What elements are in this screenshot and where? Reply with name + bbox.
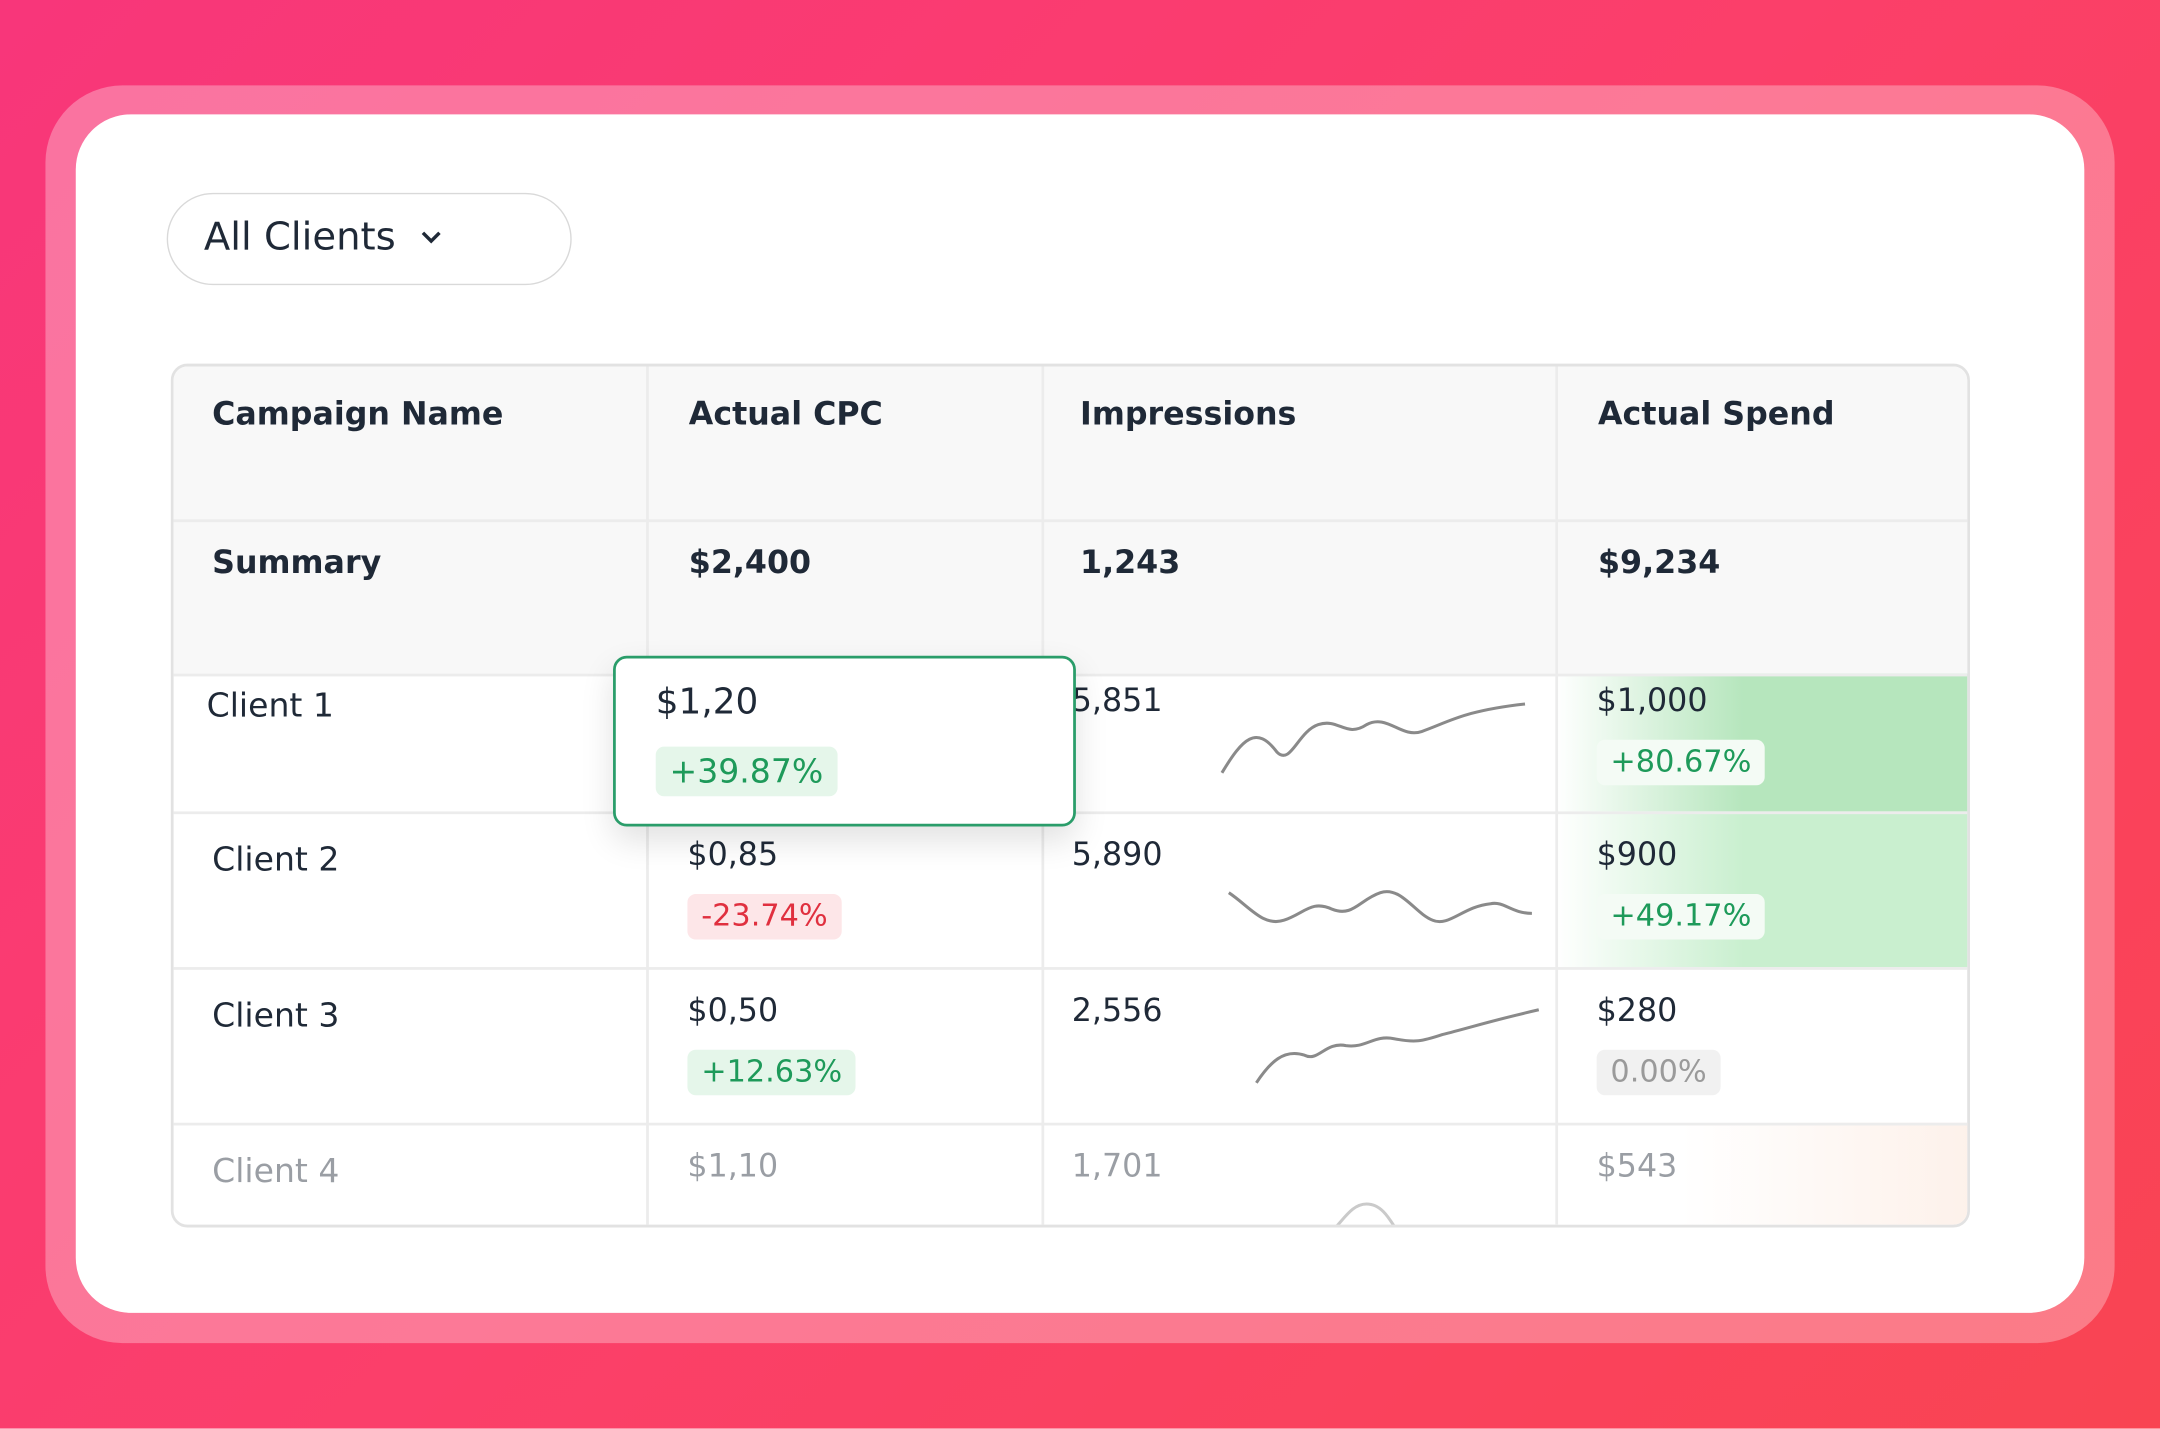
sparkline-path	[1220, 702, 1526, 774]
spend-highlight	[1555, 673, 1968, 812]
column-divider	[1555, 366, 1559, 1225]
sparkline	[1227, 890, 1532, 924]
sparkline	[1220, 702, 1526, 774]
column-header[interactable]: Actual Spend	[1598, 396, 1835, 433]
summary-cell: $2,400	[688, 545, 812, 582]
summary-cell: 1,243	[1080, 545, 1181, 582]
cpc-change: +39.87%	[655, 746, 838, 797]
cpc-change: +12.63%	[687, 1049, 856, 1096]
summary-cell: $9,234	[1598, 545, 1721, 582]
column-header[interactable]: Actual CPC	[688, 396, 883, 433]
row-divider	[173, 1122, 1968, 1126]
filter-label: All Clients	[203, 213, 396, 259]
cpc-value: $1,20	[655, 681, 759, 724]
client-filter[interactable]: All Clients	[166, 192, 572, 286]
spend-value: $280	[1596, 993, 1678, 1030]
sparkline-path	[1255, 1008, 1540, 1084]
sparkline	[1255, 1008, 1540, 1084]
client-name: Client 3	[212, 996, 340, 1035]
client-name: Client 4	[212, 1151, 340, 1191]
cpc-value: $0,85	[687, 837, 779, 874]
summary-cell: Summary	[212, 545, 382, 582]
cpc-value: $0,50	[687, 993, 779, 1030]
row-divider	[173, 967, 1968, 970]
column-header[interactable]: Impressions	[1080, 396, 1297, 433]
impressions-value: 5,890	[1071, 837, 1163, 874]
focused-cell[interactable]: $1,20 +39.87%	[613, 655, 1076, 827]
row-divider	[173, 519, 1968, 523]
client-name: Client 2	[212, 840, 340, 879]
cpc-change: -23.74%	[687, 894, 842, 940]
client-name: Client 1	[206, 686, 334, 725]
spend-highlight	[1555, 811, 1968, 968]
cpc-value: $1,10	[687, 1148, 779, 1185]
sparkline	[1335, 1202, 1396, 1225]
sparkline-path	[1227, 890, 1532, 924]
column-header[interactable]: Campaign Name	[212, 396, 504, 433]
chevron-icon	[421, 231, 441, 244]
spend-change: 0.00%	[1596, 1049, 1721, 1096]
spend-highlight	[1555, 1122, 1968, 1225]
impressions-value: 5,851	[1071, 683, 1163, 720]
sparkline-path	[1335, 1202, 1396, 1225]
impressions-value: 2,556	[1071, 993, 1163, 1030]
impressions-value: 1,701	[1071, 1148, 1163, 1185]
